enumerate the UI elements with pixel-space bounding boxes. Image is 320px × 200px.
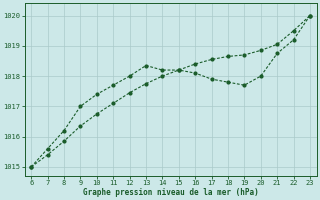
- X-axis label: Graphe pression niveau de la mer (hPa): Graphe pression niveau de la mer (hPa): [83, 188, 259, 197]
